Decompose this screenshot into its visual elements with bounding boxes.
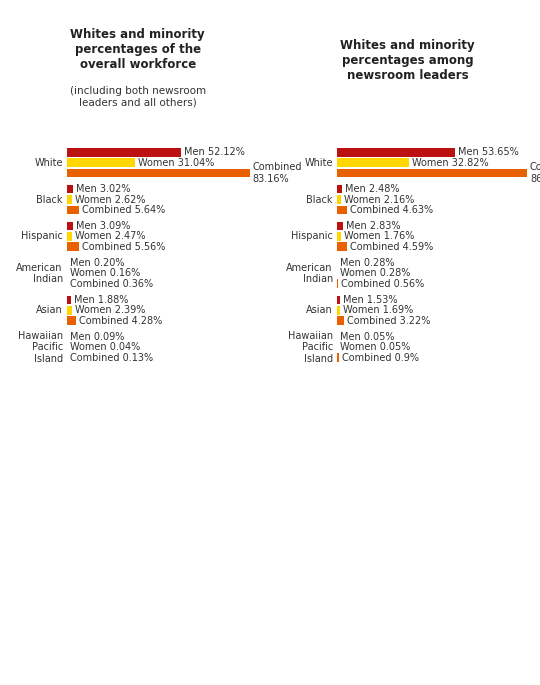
Bar bbox=[336, 158, 409, 167]
Text: Men 3.09%: Men 3.09% bbox=[77, 221, 131, 231]
Bar bbox=[336, 222, 343, 230]
Text: Hawaiian
Pacific
Island: Hawaiian Pacific Island bbox=[18, 331, 63, 364]
Text: Men 1.88%: Men 1.88% bbox=[74, 295, 128, 305]
Text: Combined 5.56%: Combined 5.56% bbox=[82, 242, 165, 252]
Text: Women 1.76%: Women 1.76% bbox=[343, 232, 414, 241]
Text: Combined 0.13%: Combined 0.13% bbox=[70, 353, 153, 362]
Text: Men 52.12%: Men 52.12% bbox=[184, 147, 245, 157]
Bar bbox=[66, 148, 181, 157]
Text: Combined 5.64%: Combined 5.64% bbox=[82, 205, 165, 215]
Bar bbox=[336, 269, 338, 277]
Text: Men 2.48%: Men 2.48% bbox=[345, 184, 400, 194]
Text: Men 2.83%: Men 2.83% bbox=[346, 221, 400, 231]
Bar bbox=[336, 316, 344, 325]
Text: Combined 0.36%: Combined 0.36% bbox=[71, 279, 153, 289]
Text: Men 0.20%: Men 0.20% bbox=[70, 258, 125, 268]
Text: Black: Black bbox=[36, 195, 63, 205]
Bar bbox=[336, 206, 347, 214]
Bar bbox=[66, 222, 73, 230]
Bar bbox=[336, 232, 341, 241]
Bar bbox=[336, 169, 527, 177]
Text: Asian: Asian bbox=[306, 306, 333, 315]
Bar bbox=[66, 306, 72, 314]
Bar bbox=[66, 316, 76, 325]
Bar bbox=[66, 185, 73, 193]
Text: Women 2.62%: Women 2.62% bbox=[76, 195, 146, 205]
Text: Men 0.09%: Men 0.09% bbox=[70, 332, 124, 342]
Text: Combined
86.47%: Combined 86.47% bbox=[530, 162, 540, 184]
Text: Combined 0.56%: Combined 0.56% bbox=[341, 279, 424, 289]
Bar bbox=[66, 158, 135, 167]
Text: Women 1.69%: Women 1.69% bbox=[343, 306, 414, 315]
Text: Combined 3.22%: Combined 3.22% bbox=[347, 316, 430, 325]
Text: White: White bbox=[305, 158, 333, 168]
Text: Hispanic: Hispanic bbox=[291, 232, 333, 241]
Text: Men 3.02%: Men 3.02% bbox=[76, 184, 131, 194]
Text: Hawaiian
Pacific
Island: Hawaiian Pacific Island bbox=[288, 331, 333, 364]
Text: Women 0.16%: Women 0.16% bbox=[70, 269, 140, 278]
Bar bbox=[336, 148, 455, 157]
Text: Women 0.28%: Women 0.28% bbox=[340, 269, 411, 278]
Text: Hispanic: Hispanic bbox=[21, 232, 63, 241]
Bar bbox=[336, 353, 339, 362]
Text: Combined 4.59%: Combined 4.59% bbox=[350, 242, 433, 252]
Text: Whites and minority
percentages of the
overall workforce: Whites and minority percentages of the o… bbox=[70, 27, 205, 71]
Text: Combined 0.9%: Combined 0.9% bbox=[342, 353, 418, 362]
Bar bbox=[66, 232, 72, 241]
Text: Combined
83.16%: Combined 83.16% bbox=[253, 162, 302, 184]
Bar bbox=[336, 306, 340, 314]
Text: Women 2.47%: Women 2.47% bbox=[75, 232, 146, 241]
Bar bbox=[66, 295, 71, 304]
Bar bbox=[66, 242, 79, 251]
Text: Women 32.82%: Women 32.82% bbox=[412, 158, 489, 168]
Bar bbox=[66, 279, 68, 288]
Bar bbox=[336, 295, 340, 304]
Text: Women 0.04%: Women 0.04% bbox=[70, 342, 140, 352]
Bar bbox=[66, 169, 249, 177]
Text: American
Indian: American Indian bbox=[286, 262, 333, 284]
Text: Asian: Asian bbox=[36, 306, 63, 315]
Text: Combined 4.28%: Combined 4.28% bbox=[79, 316, 163, 325]
Bar bbox=[66, 206, 79, 214]
Text: Women 0.05%: Women 0.05% bbox=[340, 342, 410, 352]
Bar bbox=[336, 242, 347, 251]
Bar bbox=[336, 185, 342, 193]
Text: Black: Black bbox=[306, 195, 333, 205]
Text: Women 2.39%: Women 2.39% bbox=[75, 306, 145, 315]
Bar bbox=[336, 195, 341, 204]
Bar bbox=[336, 279, 338, 288]
Text: Women 2.16%: Women 2.16% bbox=[345, 195, 415, 205]
Text: American
Indian: American Indian bbox=[16, 262, 63, 284]
Text: Whites and minority
percentages among
newsroom leaders: Whites and minority percentages among ne… bbox=[340, 39, 475, 82]
Text: Men 0.05%: Men 0.05% bbox=[340, 332, 394, 342]
Text: (including both newsroom
leaders and all others): (including both newsroom leaders and all… bbox=[70, 86, 206, 108]
Text: Men 0.28%: Men 0.28% bbox=[340, 258, 395, 268]
Text: Men 1.53%: Men 1.53% bbox=[343, 295, 397, 305]
Text: Combined 4.63%: Combined 4.63% bbox=[350, 205, 433, 215]
Bar bbox=[66, 195, 72, 204]
Bar bbox=[336, 258, 338, 267]
Text: Men 53.65%: Men 53.65% bbox=[458, 147, 518, 157]
Text: White: White bbox=[35, 158, 63, 168]
Text: Women 31.04%: Women 31.04% bbox=[138, 158, 214, 168]
